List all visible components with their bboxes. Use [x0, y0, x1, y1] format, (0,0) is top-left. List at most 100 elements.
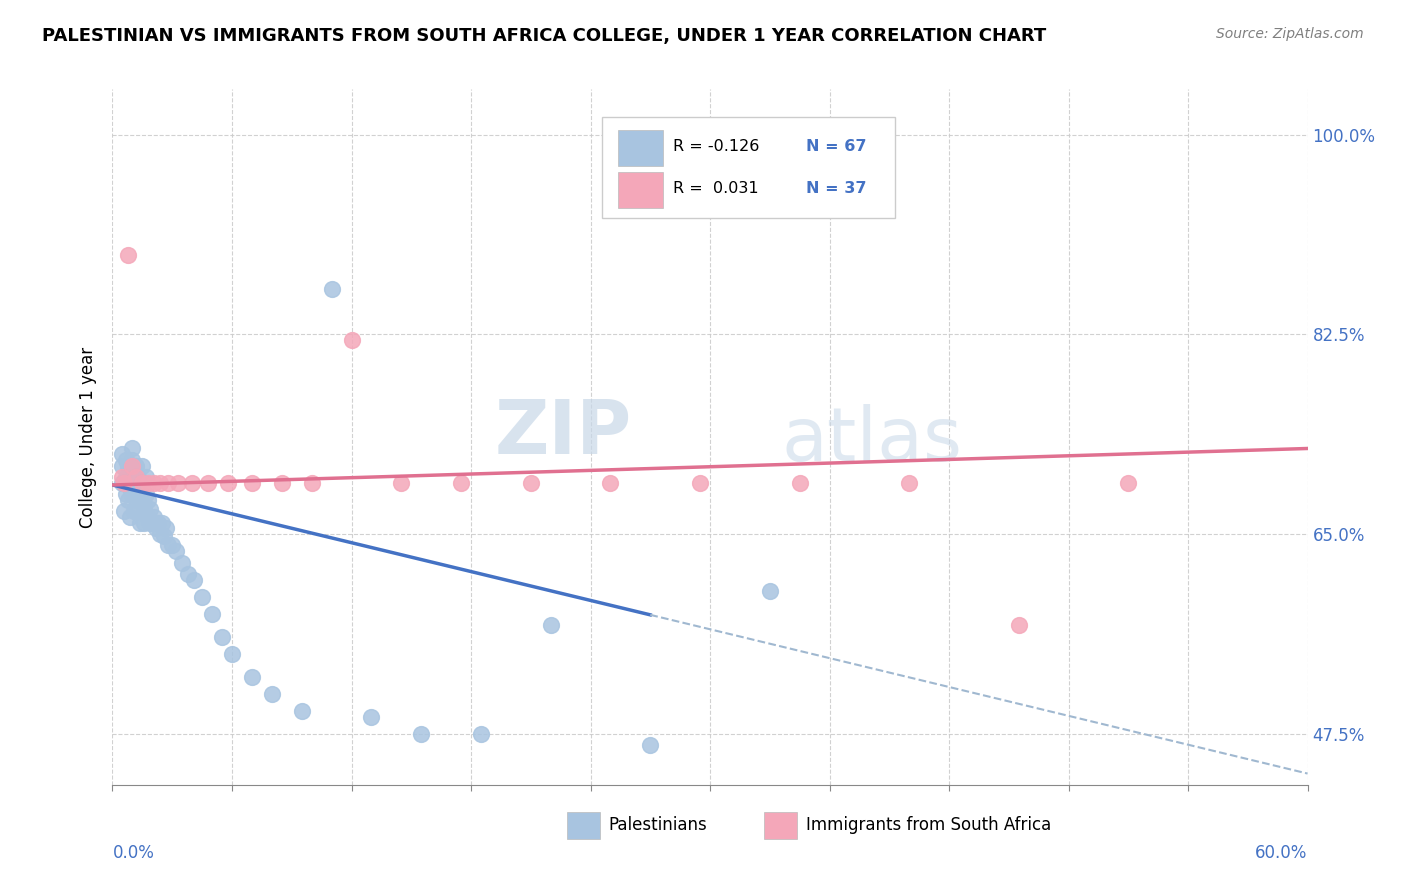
Point: [221, 647, 243, 661]
Text: PALESTINIAN VS IMMIGRANTS FROM SOUTH AFRICA COLLEGE, UNDER 1 YEAR CORRELATION CH: PALESTINIAN VS IMMIGRANTS FROM SOUTH AFR…: [42, 27, 1046, 45]
Point: [149, 475, 172, 490]
Point: [470, 726, 492, 740]
FancyBboxPatch shape: [763, 812, 797, 838]
Point: [155, 521, 177, 535]
Point: [1008, 618, 1031, 632]
FancyBboxPatch shape: [619, 172, 664, 208]
Point: [139, 502, 162, 516]
Point: [260, 687, 283, 701]
Point: [599, 475, 621, 490]
Point: [240, 475, 263, 490]
Point: [389, 475, 412, 490]
Text: Immigrants from South Africa: Immigrants from South Africa: [806, 816, 1050, 834]
Point: [138, 492, 160, 507]
Point: [240, 670, 263, 684]
Point: [150, 516, 173, 530]
Point: [125, 470, 148, 484]
Point: [127, 470, 149, 484]
Point: [689, 475, 711, 490]
Text: ZIP: ZIP: [495, 397, 633, 470]
Point: [143, 475, 166, 490]
Y-axis label: College, Under 1 year: College, Under 1 year: [79, 346, 97, 528]
Point: [217, 475, 239, 490]
Point: [177, 566, 200, 581]
Point: [121, 458, 143, 473]
Point: [143, 510, 166, 524]
Point: [117, 247, 139, 261]
Point: [129, 492, 152, 507]
Point: [125, 492, 148, 507]
Text: R =  0.031: R = 0.031: [673, 181, 759, 196]
Point: [340, 333, 363, 347]
Point: [121, 453, 143, 467]
Point: [120, 510, 142, 524]
Text: R = -0.126: R = -0.126: [673, 139, 759, 154]
Point: [640, 738, 662, 752]
Point: [121, 487, 143, 501]
Point: [131, 475, 153, 490]
Text: N = 67: N = 67: [806, 139, 866, 154]
Point: [450, 475, 472, 490]
Point: [149, 527, 172, 541]
Point: [183, 573, 205, 587]
Point: [135, 470, 157, 484]
Text: Source: ZipAtlas.com: Source: ZipAtlas.com: [1216, 27, 1364, 41]
Point: [125, 475, 148, 490]
Point: [291, 704, 314, 718]
Point: [120, 482, 142, 496]
Point: [117, 458, 139, 473]
Point: [134, 516, 156, 530]
Point: [138, 475, 160, 490]
Point: [153, 529, 176, 543]
Point: [157, 538, 180, 552]
Point: [321, 282, 343, 296]
Point: [520, 475, 543, 490]
Point: [148, 516, 170, 530]
Point: [131, 475, 153, 490]
FancyBboxPatch shape: [619, 130, 664, 167]
Point: [135, 487, 157, 501]
Point: [129, 516, 152, 530]
Point: [360, 709, 382, 723]
Point: [759, 584, 782, 599]
Point: [111, 470, 134, 484]
Point: [121, 442, 143, 456]
Text: N = 37: N = 37: [806, 181, 866, 196]
Point: [138, 510, 160, 524]
Point: [117, 475, 139, 490]
Point: [111, 447, 134, 461]
FancyBboxPatch shape: [603, 117, 896, 218]
Point: [111, 458, 134, 473]
Point: [301, 475, 323, 490]
Point: [139, 516, 162, 530]
Point: [270, 475, 292, 490]
Point: [411, 726, 433, 740]
FancyBboxPatch shape: [567, 812, 600, 838]
Text: Palestinians: Palestinians: [609, 816, 707, 834]
Point: [181, 475, 204, 490]
Point: [115, 470, 138, 484]
Point: [125, 458, 148, 473]
Point: [114, 475, 135, 490]
Point: [124, 458, 146, 473]
Point: [157, 475, 180, 490]
Text: 60.0%: 60.0%: [1256, 844, 1308, 863]
Point: [898, 475, 921, 490]
Point: [145, 521, 167, 535]
Point: [124, 504, 146, 518]
Point: [165, 544, 187, 558]
Point: [162, 538, 183, 552]
Point: [1118, 475, 1140, 490]
Point: [211, 630, 233, 644]
Point: [124, 482, 146, 496]
Point: [131, 458, 153, 473]
Text: atlas: atlas: [782, 404, 963, 477]
Point: [111, 475, 134, 490]
Point: [114, 504, 135, 518]
Point: [141, 516, 163, 530]
Point: [115, 453, 138, 467]
Point: [121, 470, 143, 484]
Point: [167, 475, 190, 490]
Point: [201, 607, 224, 621]
Text: 0.0%: 0.0%: [112, 844, 155, 863]
